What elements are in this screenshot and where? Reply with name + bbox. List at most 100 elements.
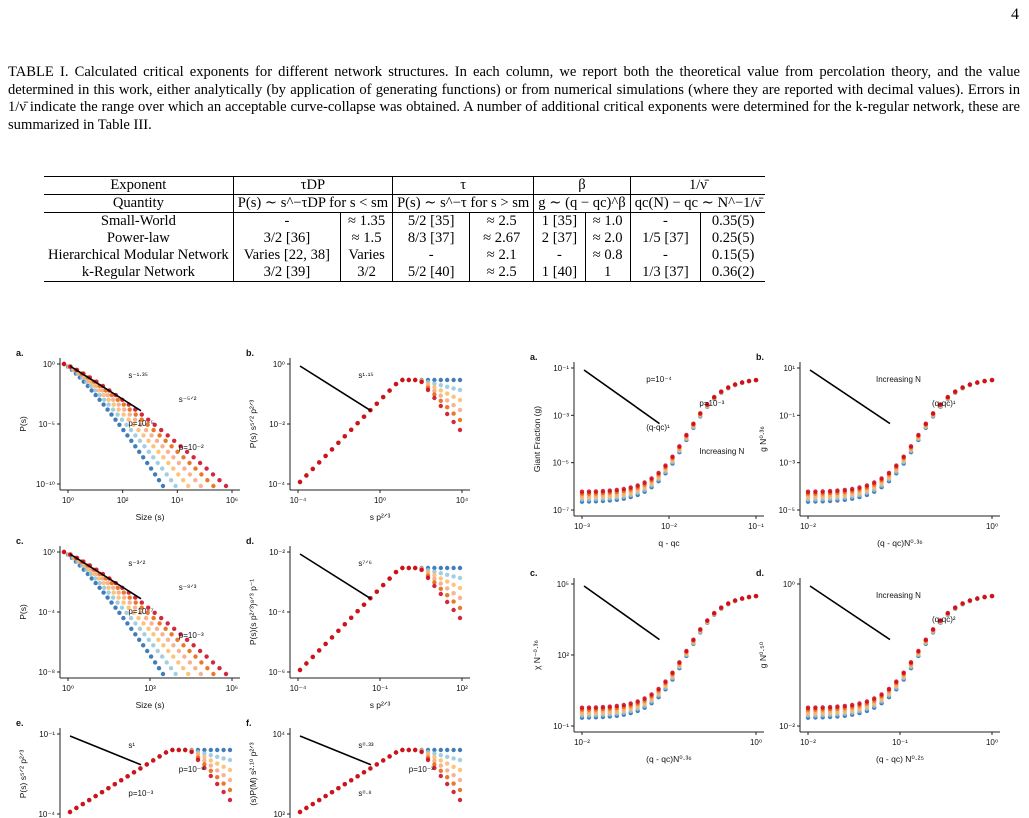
left-panel-a-data-point: [143, 427, 149, 433]
right-panel-c-data-point: [649, 692, 654, 697]
left-panel-b-data-point: [438, 383, 443, 388]
left-panel-a-reference-line: [69, 365, 142, 412]
left-panel-a-data-point: [160, 483, 166, 489]
right-panel-b-reference-line: [809, 369, 891, 425]
left-panel-b-reference-line: [299, 365, 372, 412]
right-panel-c-data-point: [753, 593, 759, 599]
left-panel-d-data-point: [451, 607, 456, 613]
left-panel-a-data-point: [193, 478, 198, 483]
right-panel-c-ytick-label: 10²: [557, 651, 569, 660]
right-panel-b-data-point: [923, 421, 928, 426]
right-panel-a-data-point: [726, 385, 731, 390]
left-panel-c-data-point: [145, 610, 150, 615]
left-panel-d-data-point: [438, 581, 443, 586]
left-panel-f-data-point: [304, 805, 309, 811]
left-panel-c-data-point: [141, 621, 146, 626]
left-panel-e-data-point: [227, 787, 233, 793]
left-panel-b-data-point: [361, 414, 367, 419]
left-panel-c-data-point: [191, 643, 196, 648]
right-panel-d-data-point: [945, 610, 950, 616]
left-panel-d-data-point: [445, 586, 450, 591]
left-panel-c-data-point: [169, 632, 174, 637]
left-panel-a-data-point: [128, 427, 134, 433]
left-panel-a-ylabel: P(s): [18, 416, 28, 432]
left-panel-a-xtick-label: 10²: [117, 496, 129, 505]
left-panel-e-data-point: [227, 757, 233, 763]
left-panel-d-data-point: [304, 661, 309, 666]
right-panel-b-annotation: Increasing N: [876, 375, 921, 384]
left-panel-c-data-point: [178, 632, 183, 637]
right-panel-a-data-point: [656, 470, 661, 476]
left-panel-e-ytick-label: 10⁻⁴: [38, 810, 55, 818]
left-panel-b-data-point: [457, 387, 463, 393]
left-panel-d-data-point: [323, 641, 328, 647]
left-panel-e-data-point: [80, 801, 86, 807]
row-name: Power-law: [106, 230, 170, 246]
left-panel-c-data-point: [116, 590, 121, 595]
left-panel-a-annotation: s⁻¹·³⁵: [128, 371, 148, 380]
left-panel-e-data-point: [215, 747, 220, 753]
left-panel-c-data-point: [156, 637, 161, 642]
left-panel-c-data-point: [159, 615, 164, 621]
left-panel-d-ytick-label: 10⁻⁶: [269, 668, 285, 677]
left-panel-c-annotation: p=10⁻³: [179, 631, 204, 640]
right-panel-d-xtick-label: 10⁻¹: [892, 738, 908, 747]
left-panel-a-annotation: s⁻⁵ᐟ²: [179, 395, 197, 404]
left-panel-a-data-point: [96, 388, 102, 393]
left-panel-a-data-point: [127, 412, 132, 417]
left-panel-c-data-point: [193, 654, 198, 659]
right-panel-d-data-point: [953, 605, 958, 610]
left-panel-c-data-point: [152, 610, 157, 615]
left-panel-e-data-point: [215, 768, 220, 773]
left-panel-a-data-point: [168, 478, 174, 483]
left-panel-c-data-point: [110, 595, 116, 600]
right-panel-c-data-point: [600, 704, 606, 710]
left-panel-e-data-point: [144, 762, 149, 767]
right-panel-d-data-point: [827, 704, 833, 710]
left-panel-b-data-point: [451, 377, 456, 383]
right-panel-c-data-point: [691, 637, 696, 642]
left-panel-c-reference-line: [69, 553, 142, 600]
left-panel-d-data-point: [457, 595, 463, 601]
right-panel-a-data-point: [732, 382, 738, 387]
left-panel-c-data-point: [127, 600, 132, 605]
right-panel-c-data-point: [684, 648, 689, 654]
left-panel-e-data-point: [202, 751, 207, 756]
left-panel-d-data-point: [349, 615, 354, 620]
right-panel-d-data-point: [930, 627, 936, 632]
left-panel-e-annotation: p=10⁻³: [128, 789, 153, 798]
left-panel-e-data-point: [106, 786, 111, 791]
left-panel-b-data-point: [310, 466, 315, 472]
left-panel-d-data-point: [355, 609, 360, 614]
right-panel-a-ytick-label: 10⁻⁵: [553, 459, 569, 468]
left-panel-c-data-point: [93, 580, 98, 586]
left-panel-f-data-point: [432, 747, 437, 753]
left-panel-a-data-point: [204, 466, 209, 471]
left-panel-d-xtick-label: 10²: [456, 684, 468, 693]
left-panel-d-data-point: [400, 565, 405, 571]
right-panel-d-data-point: [967, 598, 973, 603]
table-cell: ≈ 2.1: [486, 247, 517, 263]
table-cell: -: [533, 247, 586, 264]
left-panel-c-data-point: [154, 626, 160, 631]
left-panel-f-data-point: [438, 747, 443, 753]
right-panel-b-annotation: (q-qc)¹: [932, 399, 956, 408]
left-panel-b-data-point: [374, 401, 379, 406]
left-panel-a-data-point: [152, 472, 158, 477]
left-panel-a-data-point: [125, 433, 130, 438]
left-panel-e-ylabel: P(s) s⁵ᐟ² p²ᐟ³: [18, 750, 28, 799]
left-panel-c-data-point: [197, 648, 203, 654]
right-panel-d-annotation: (q-qc)²: [932, 615, 956, 624]
left-panel-c-data-point: [93, 576, 98, 581]
left-panel-a-data-point: [205, 478, 210, 483]
right-panel-c-data-point: [656, 686, 661, 692]
left-panel-d-data-point: [393, 569, 399, 575]
left-panel-e-data-point: [227, 777, 233, 783]
right-panel-a-data-point: [746, 378, 752, 384]
right-panel-a-data-point: [586, 489, 592, 494]
left-panel-a-data-point: [115, 412, 120, 417]
right-panel-d-data-point: [938, 618, 943, 623]
left-panel-a-data-point: [61, 361, 67, 367]
left-panel-e-data-point: [202, 758, 207, 763]
left-panel-f-data-point: [438, 763, 443, 768]
